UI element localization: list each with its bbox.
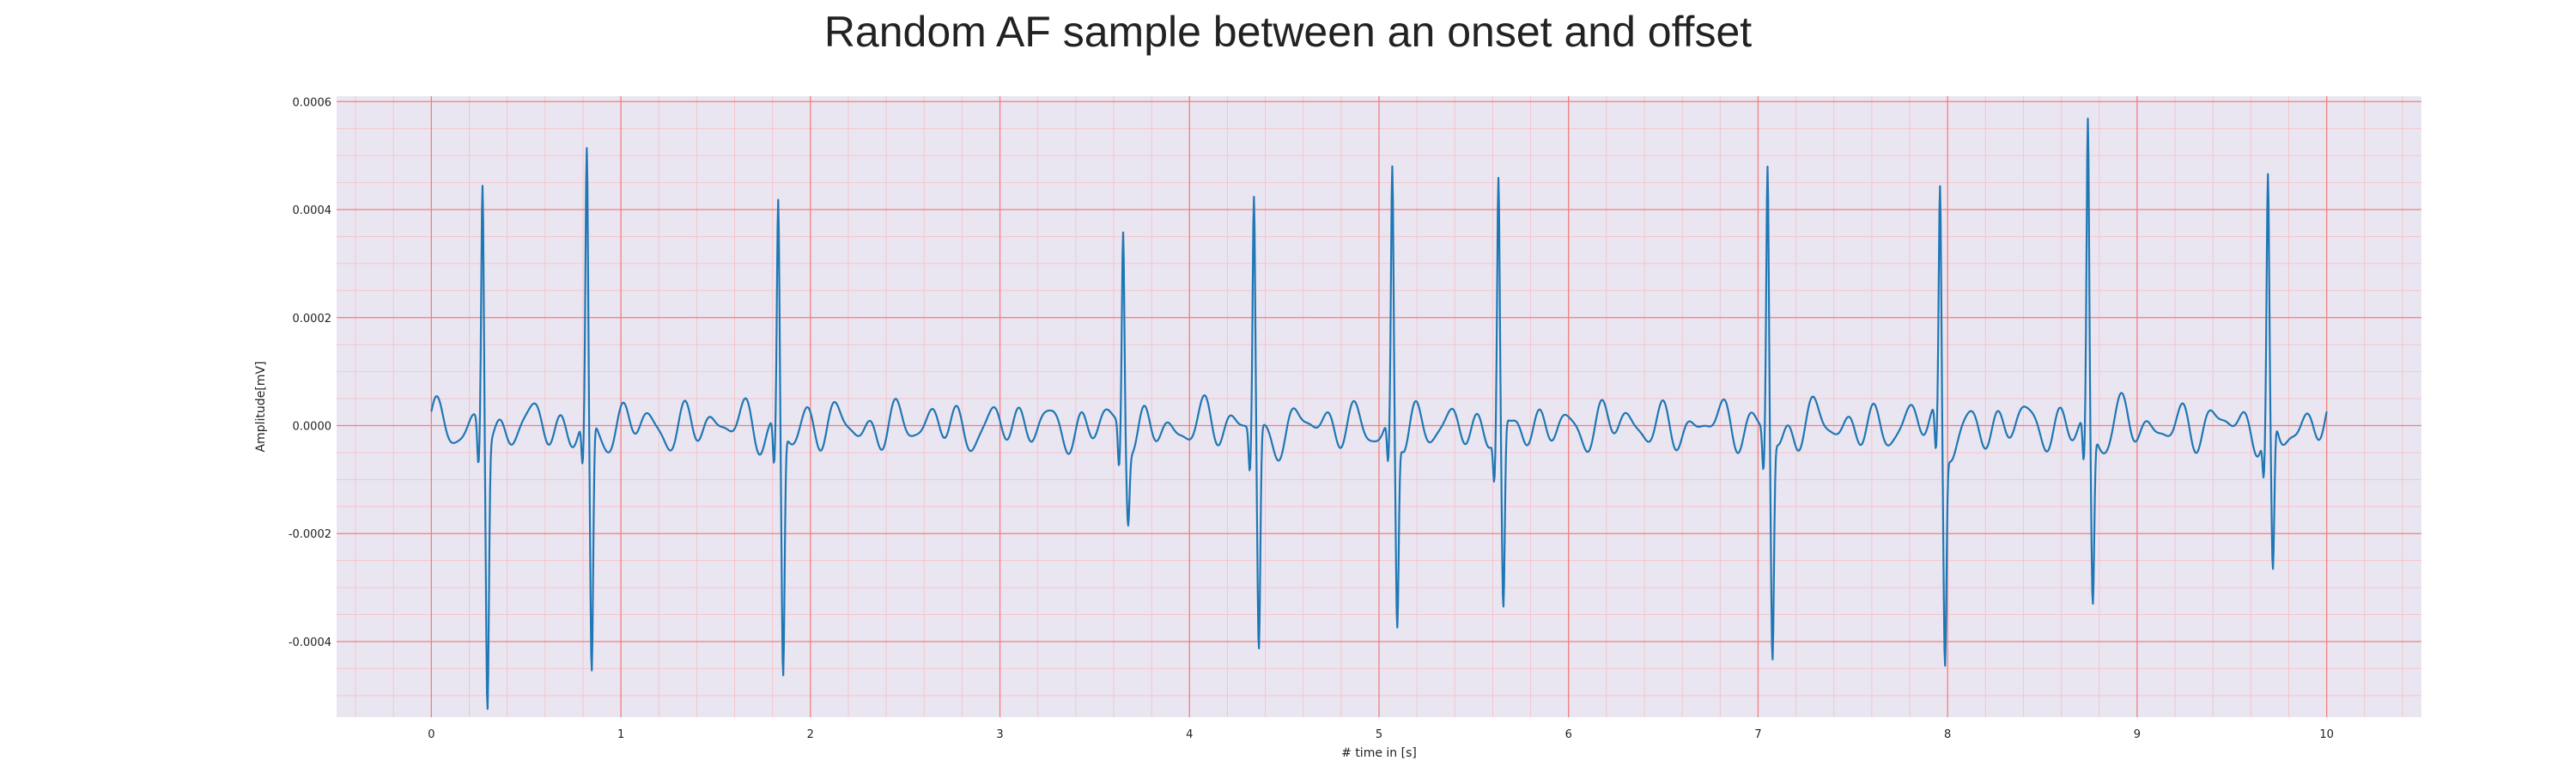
major-grid — [337, 96, 2421, 717]
y-tick-label: -0.0002 — [289, 528, 331, 541]
x-tick-label: 6 — [1565, 728, 1572, 741]
y-tick-label: 0.0000 — [293, 421, 332, 434]
ecg-signal-line — [430, 118, 2328, 710]
chart-title: Random AF sample between an onset and of… — [823, 8, 1753, 56]
x-tick-label: 3 — [996, 728, 1003, 741]
x-tick-label: 10 — [2319, 728, 2334, 741]
x-tick-label: 1 — [617, 728, 624, 741]
x-tick-label: 7 — [1754, 728, 1761, 741]
y-tick-label: 0.0004 — [293, 204, 332, 217]
y-tick-label: 0.0002 — [293, 313, 332, 326]
y-axis-label: Amplitude[mV] — [254, 362, 268, 453]
x-tick-label: 0 — [428, 728, 434, 741]
x-tick-label: 9 — [2134, 728, 2141, 741]
x-tick-label: 8 — [1944, 728, 1951, 741]
y-tick-label: -0.0004 — [289, 636, 331, 649]
x-axis-ticks: 0 1 2 3 4 5 6 7 8 9 10 — [428, 728, 2334, 741]
x-tick-label: 2 — [807, 728, 814, 741]
y-axis-ticks: -0.0004 -0.0002 0.0000 0.0002 0.0004 0.0006 — [289, 96, 331, 649]
x-tick-label: 5 — [1376, 728, 1382, 741]
x-axis-label: # time in [s] — [1341, 746, 1417, 760]
x-tick-label: 4 — [1186, 728, 1193, 741]
y-tick-label: 0.0006 — [293, 96, 332, 109]
